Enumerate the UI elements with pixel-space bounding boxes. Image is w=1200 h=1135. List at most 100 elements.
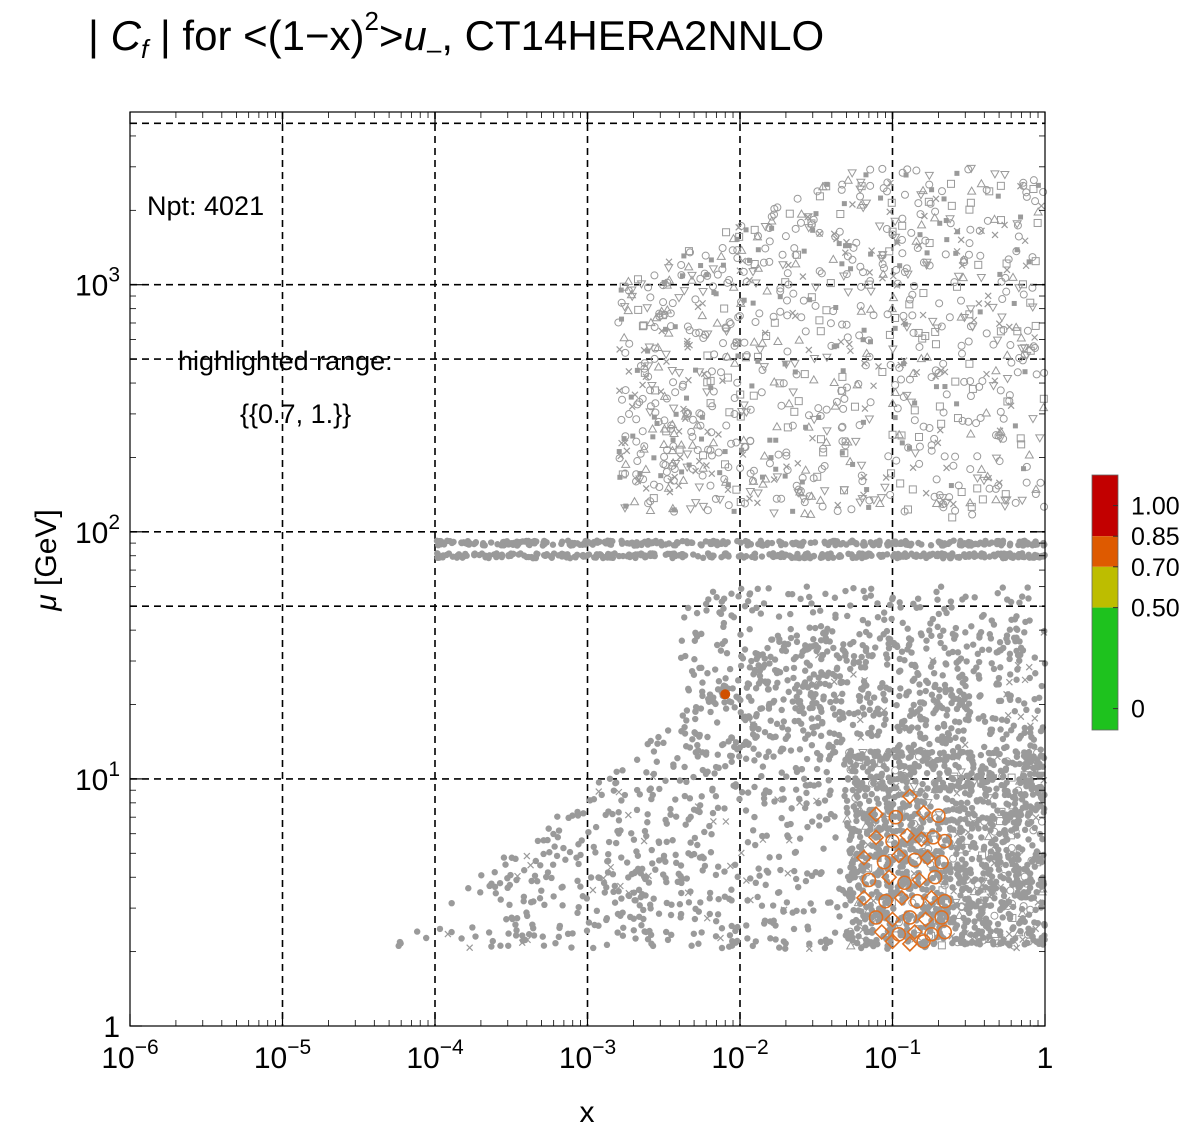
- background-point: [965, 239, 974, 248]
- background-point: [885, 330, 894, 339]
- background-point: [755, 865, 762, 872]
- background-point: [845, 889, 852, 897]
- background-point: [744, 839, 752, 846]
- background-point: [997, 313, 1007, 323]
- background-point: [698, 502, 709, 512]
- background-point: [790, 407, 799, 416]
- background-point: [807, 293, 816, 302]
- background-point: [693, 367, 699, 373]
- background-point: [1023, 326, 1032, 335]
- background-point: [974, 650, 982, 658]
- background-point: [668, 461, 677, 470]
- background-point: [732, 338, 741, 347]
- background-point: [826, 682, 833, 689]
- background-point: [755, 680, 763, 687]
- background-point: [894, 643, 901, 651]
- background-point: [1033, 888, 1040, 896]
- background-point: [940, 749, 947, 756]
- background-point: [950, 635, 958, 642]
- background-point: [722, 705, 730, 712]
- background-point: [890, 553, 897, 560]
- background-point: [886, 601, 894, 609]
- background-point: [746, 469, 755, 478]
- background-point: [672, 813, 680, 820]
- background-point: [683, 322, 692, 331]
- background-point: [1002, 374, 1013, 384]
- background-point: [1026, 259, 1032, 265]
- background-point: [950, 278, 959, 287]
- background-point: [724, 463, 733, 472]
- highlighted-point: [899, 827, 916, 844]
- background-point: [947, 598, 955, 605]
- background-point: [926, 740, 933, 748]
- background-point: [987, 815, 994, 823]
- background-point: [877, 757, 884, 764]
- background-point: [676, 453, 684, 461]
- background-point: [816, 435, 825, 444]
- background-point: [687, 440, 698, 449]
- background-point: [870, 541, 877, 549]
- background-point: [692, 715, 699, 723]
- background-point: [738, 585, 745, 592]
- background-point: [664, 275, 675, 284]
- background-point: [732, 927, 739, 935]
- background-point: [527, 861, 535, 869]
- background-point: [1026, 298, 1035, 307]
- background-point: [606, 775, 614, 782]
- background-point: [901, 657, 908, 664]
- background-point: [623, 305, 634, 315]
- background-point: [818, 502, 827, 511]
- background-point: [637, 471, 643, 477]
- background-point: [842, 901, 849, 909]
- background-point: [858, 944, 865, 952]
- background-point: [1027, 742, 1034, 749]
- background-point: [931, 327, 940, 336]
- highlighted-point: [934, 910, 949, 925]
- background-point: [1022, 369, 1028, 375]
- title-u-sub: –: [427, 34, 442, 64]
- background-point: [914, 328, 923, 337]
- background-point: [892, 782, 900, 790]
- background-point: [684, 247, 693, 256]
- background-point: [990, 170, 1000, 179]
- background-point: [648, 846, 655, 854]
- background-point: [662, 467, 671, 476]
- background-point: [792, 786, 800, 793]
- background-point: [783, 466, 792, 475]
- background-point: [742, 755, 750, 762]
- background-point: [714, 804, 722, 812]
- background-point: [881, 697, 889, 704]
- background-point: [732, 783, 739, 790]
- background-point: [903, 774, 909, 780]
- background-point: [880, 690, 887, 698]
- highlighted-point: [901, 788, 919, 805]
- background-point: [803, 755, 811, 763]
- background-point: [915, 671, 922, 678]
- background-point: [800, 908, 807, 915]
- background-point: [653, 342, 663, 351]
- background-point: [962, 816, 969, 823]
- background-point: [683, 875, 690, 882]
- background-point: [927, 317, 938, 327]
- background-point: [974, 541, 982, 548]
- background-point: [967, 539, 974, 546]
- background-point: [956, 554, 963, 561]
- background-point: [1007, 358, 1016, 367]
- background-point: [770, 210, 779, 219]
- background-point: [815, 228, 824, 237]
- background-point: [800, 727, 807, 734]
- background-point: [1013, 676, 1020, 683]
- background-point: [919, 289, 928, 298]
- background-point: [753, 489, 763, 498]
- background-point: [794, 397, 803, 406]
- background-point: [1030, 736, 1038, 743]
- background-point: [789, 359, 800, 369]
- background-point: [712, 318, 723, 327]
- highlighted-point: [917, 911, 934, 928]
- background-point: [1021, 466, 1027, 472]
- background-point: [837, 679, 845, 687]
- background-point: [809, 474, 818, 483]
- background-point: [615, 387, 623, 395]
- background-point: [794, 335, 805, 344]
- background-point: [1017, 732, 1025, 740]
